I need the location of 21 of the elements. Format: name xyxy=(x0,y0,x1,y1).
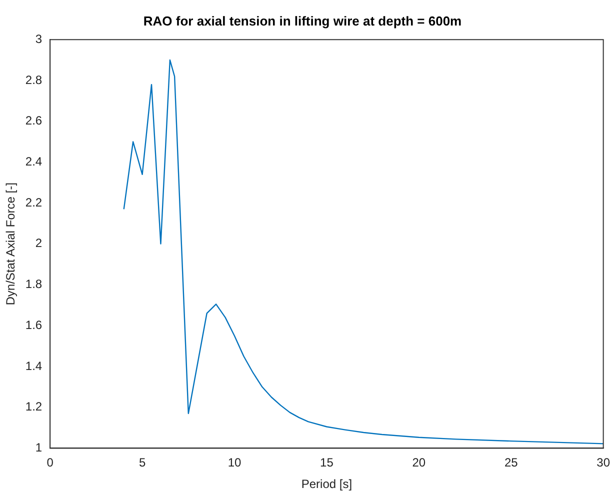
chart-title: RAO for axial tension in lifting wire at depth = 600m xyxy=(143,13,462,28)
y-tick-label: 1.6 xyxy=(25,318,42,332)
y-tick-label: 3 xyxy=(35,32,42,46)
x-tick-label: 25 xyxy=(504,456,518,470)
x-tick-label: 30 xyxy=(596,456,610,470)
y-tick-label: 1.8 xyxy=(25,277,42,292)
y-tick-label: 2.8 xyxy=(25,72,42,87)
x-tick-label: 5 xyxy=(138,456,146,470)
y-tick-label: 2.6 xyxy=(25,114,42,128)
x-tick-label: 10 xyxy=(228,456,242,470)
y-tick-label: 2.2 xyxy=(25,195,42,210)
y-axis-title: Dyn/Stat Axial Force [-] xyxy=(4,182,18,306)
y-tick-label: 2 xyxy=(35,236,42,250)
y-tick-label: 2.4 xyxy=(25,154,42,168)
x-tick-label: 15 xyxy=(320,456,334,470)
x-axis-title: Period [s] xyxy=(301,477,352,492)
x-tick-label: 0 xyxy=(46,456,54,470)
x-tick-label: 20 xyxy=(412,456,426,470)
y-tick-label: 1 xyxy=(35,440,42,455)
y-tick-label: 1.4 xyxy=(25,358,42,373)
y-tick-label: 1.2 xyxy=(25,400,42,414)
